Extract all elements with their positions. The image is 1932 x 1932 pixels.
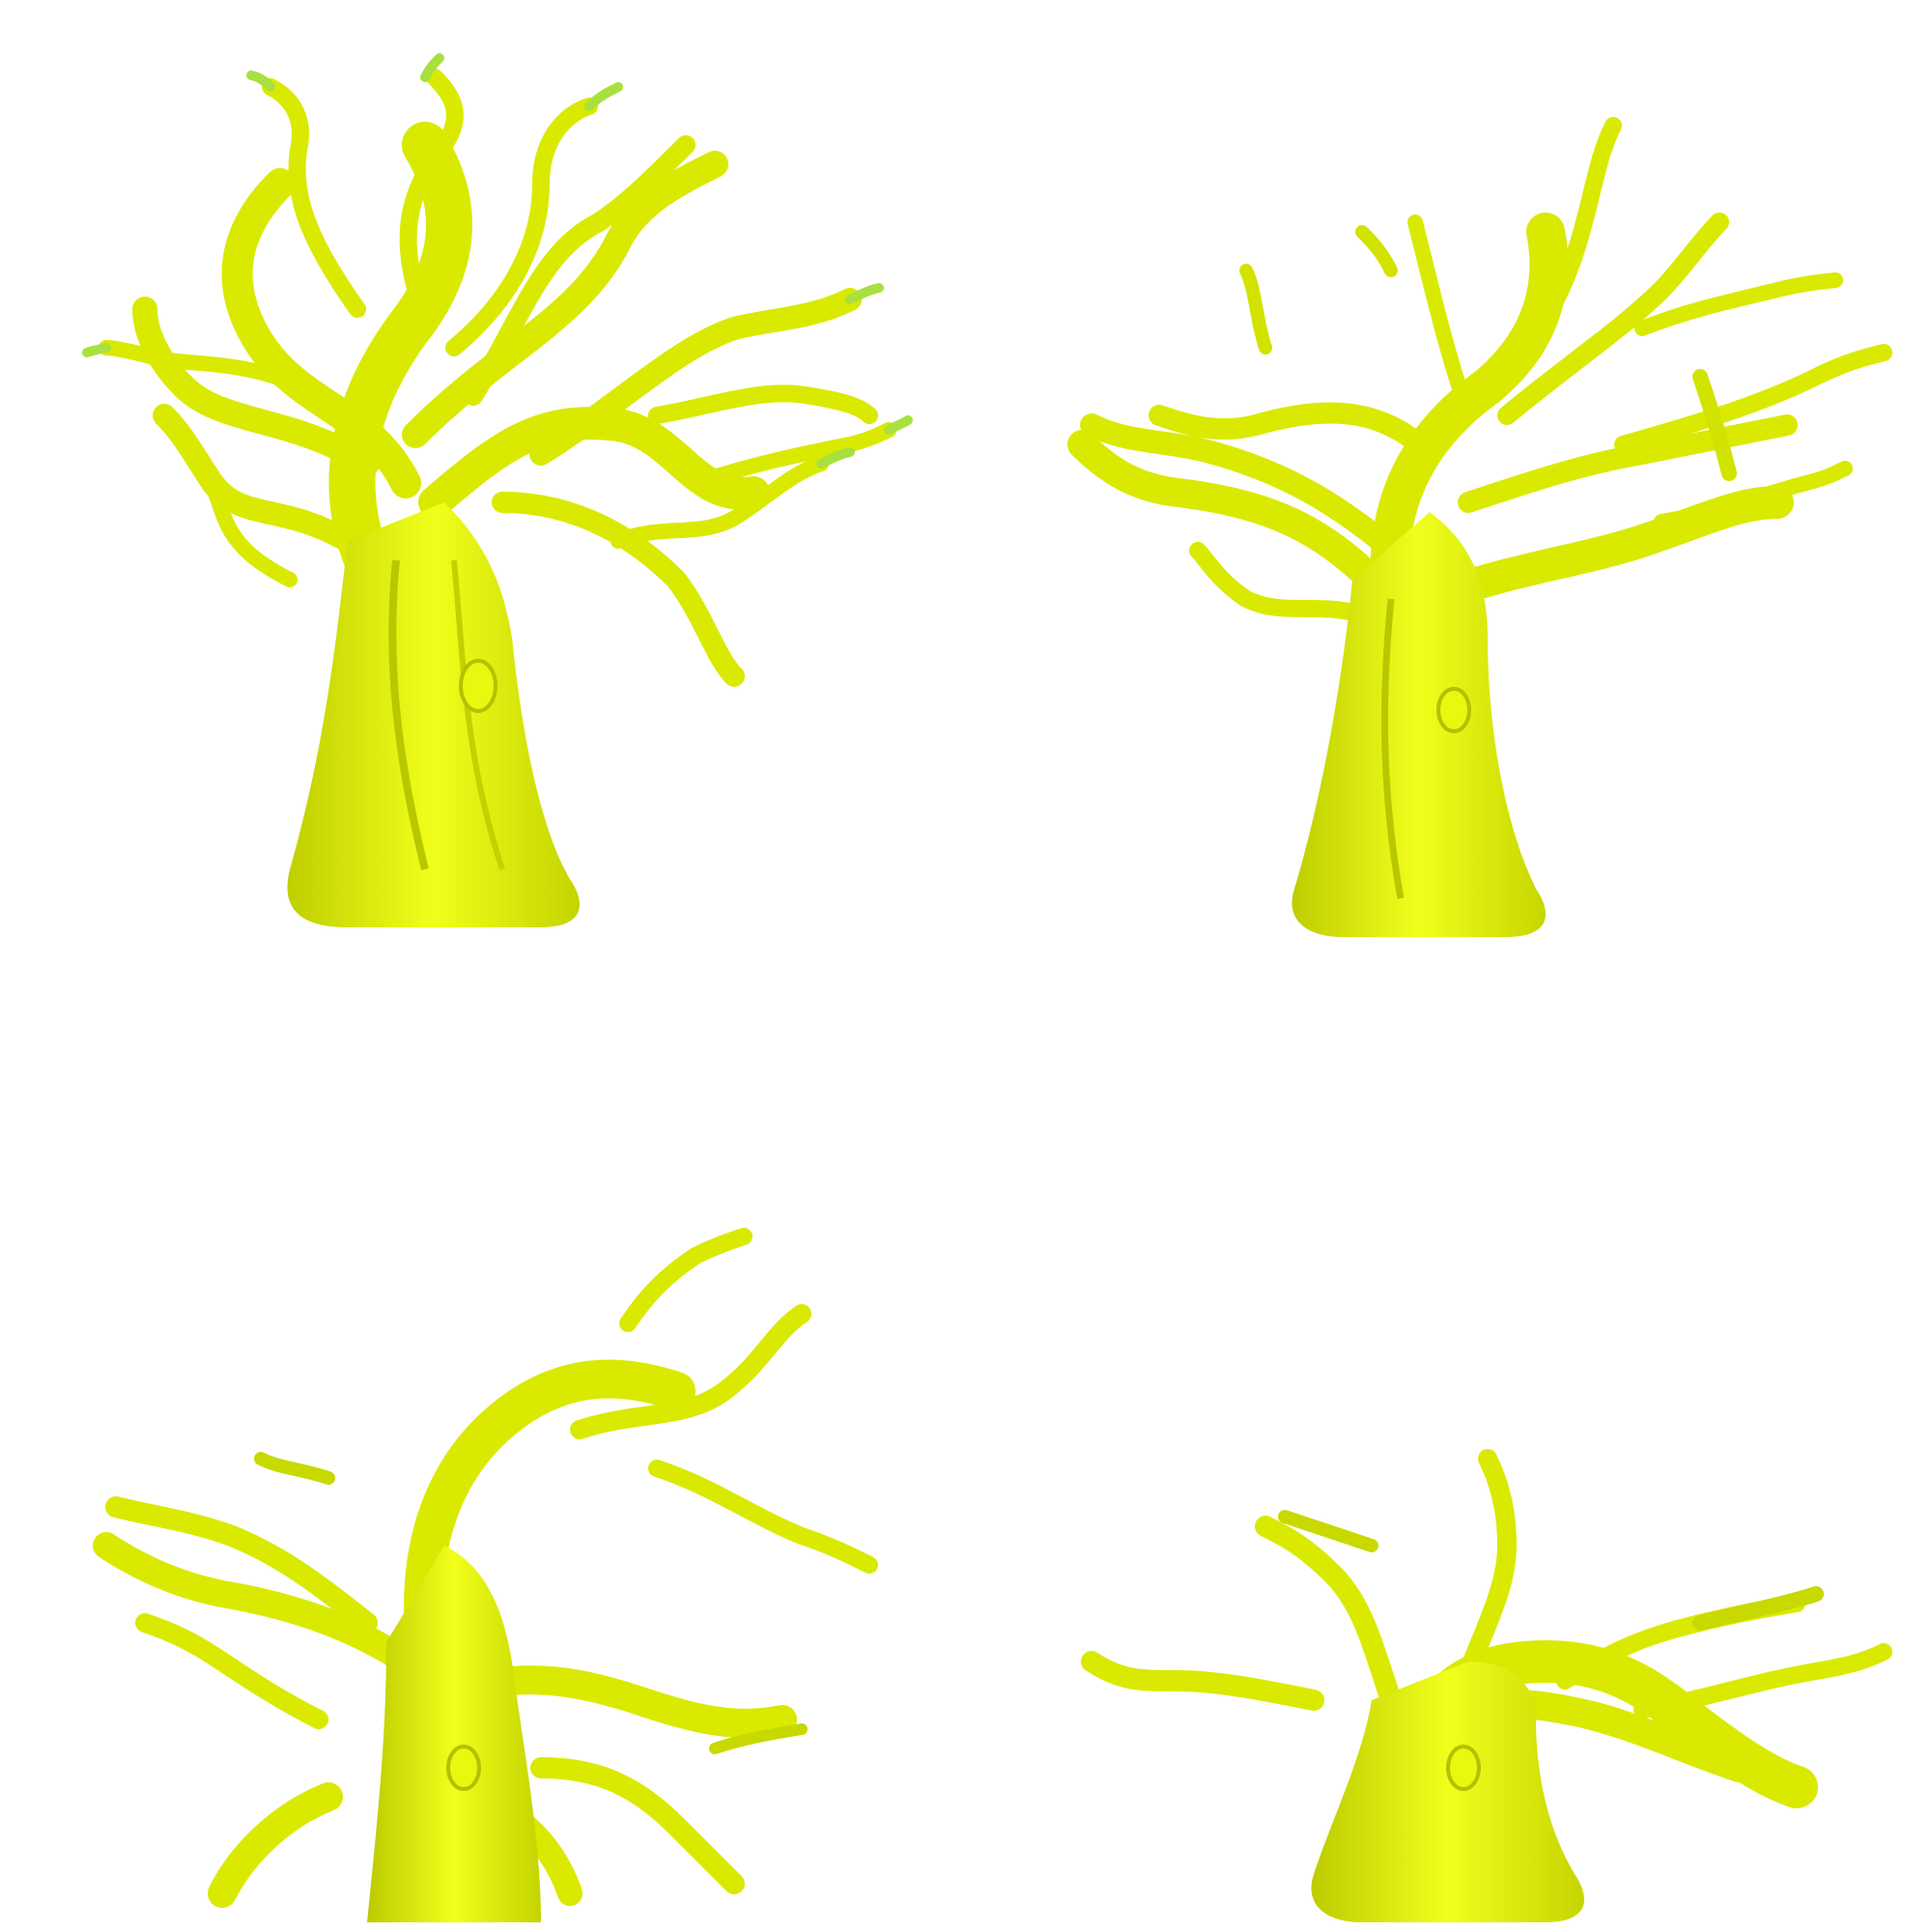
branch-group (1067, 117, 1892, 627)
trunk (287, 502, 580, 927)
trunk-knot (459, 659, 497, 713)
trunk (1311, 1662, 1584, 1922)
tree-front-view (0, 0, 966, 966)
trunk-knot (1436, 687, 1471, 733)
tree-rotated-view (966, 0, 1932, 966)
trunk (1292, 512, 1546, 937)
branch-group (99, 69, 896, 687)
trunk-ridge (1380, 598, 1405, 899)
tree-front-svg (82, 53, 913, 927)
floating-fragments (1239, 225, 1737, 481)
tree-rotated-svg (1067, 117, 1892, 937)
tree-angled-svg (93, 1228, 878, 1922)
tree-angled-view (0, 966, 966, 1932)
floating-fragments (1278, 1510, 1824, 1631)
tree-low-angle-view (966, 966, 1932, 1932)
trunk-knot (1446, 1745, 1481, 1791)
trunk-ridge (388, 559, 429, 870)
branch-tips (82, 53, 913, 469)
floating-fragments (254, 1452, 808, 1754)
trunk-knot (446, 1745, 481, 1791)
tree-low-angle-svg (1081, 1449, 1892, 1922)
trunk (367, 1546, 541, 1922)
